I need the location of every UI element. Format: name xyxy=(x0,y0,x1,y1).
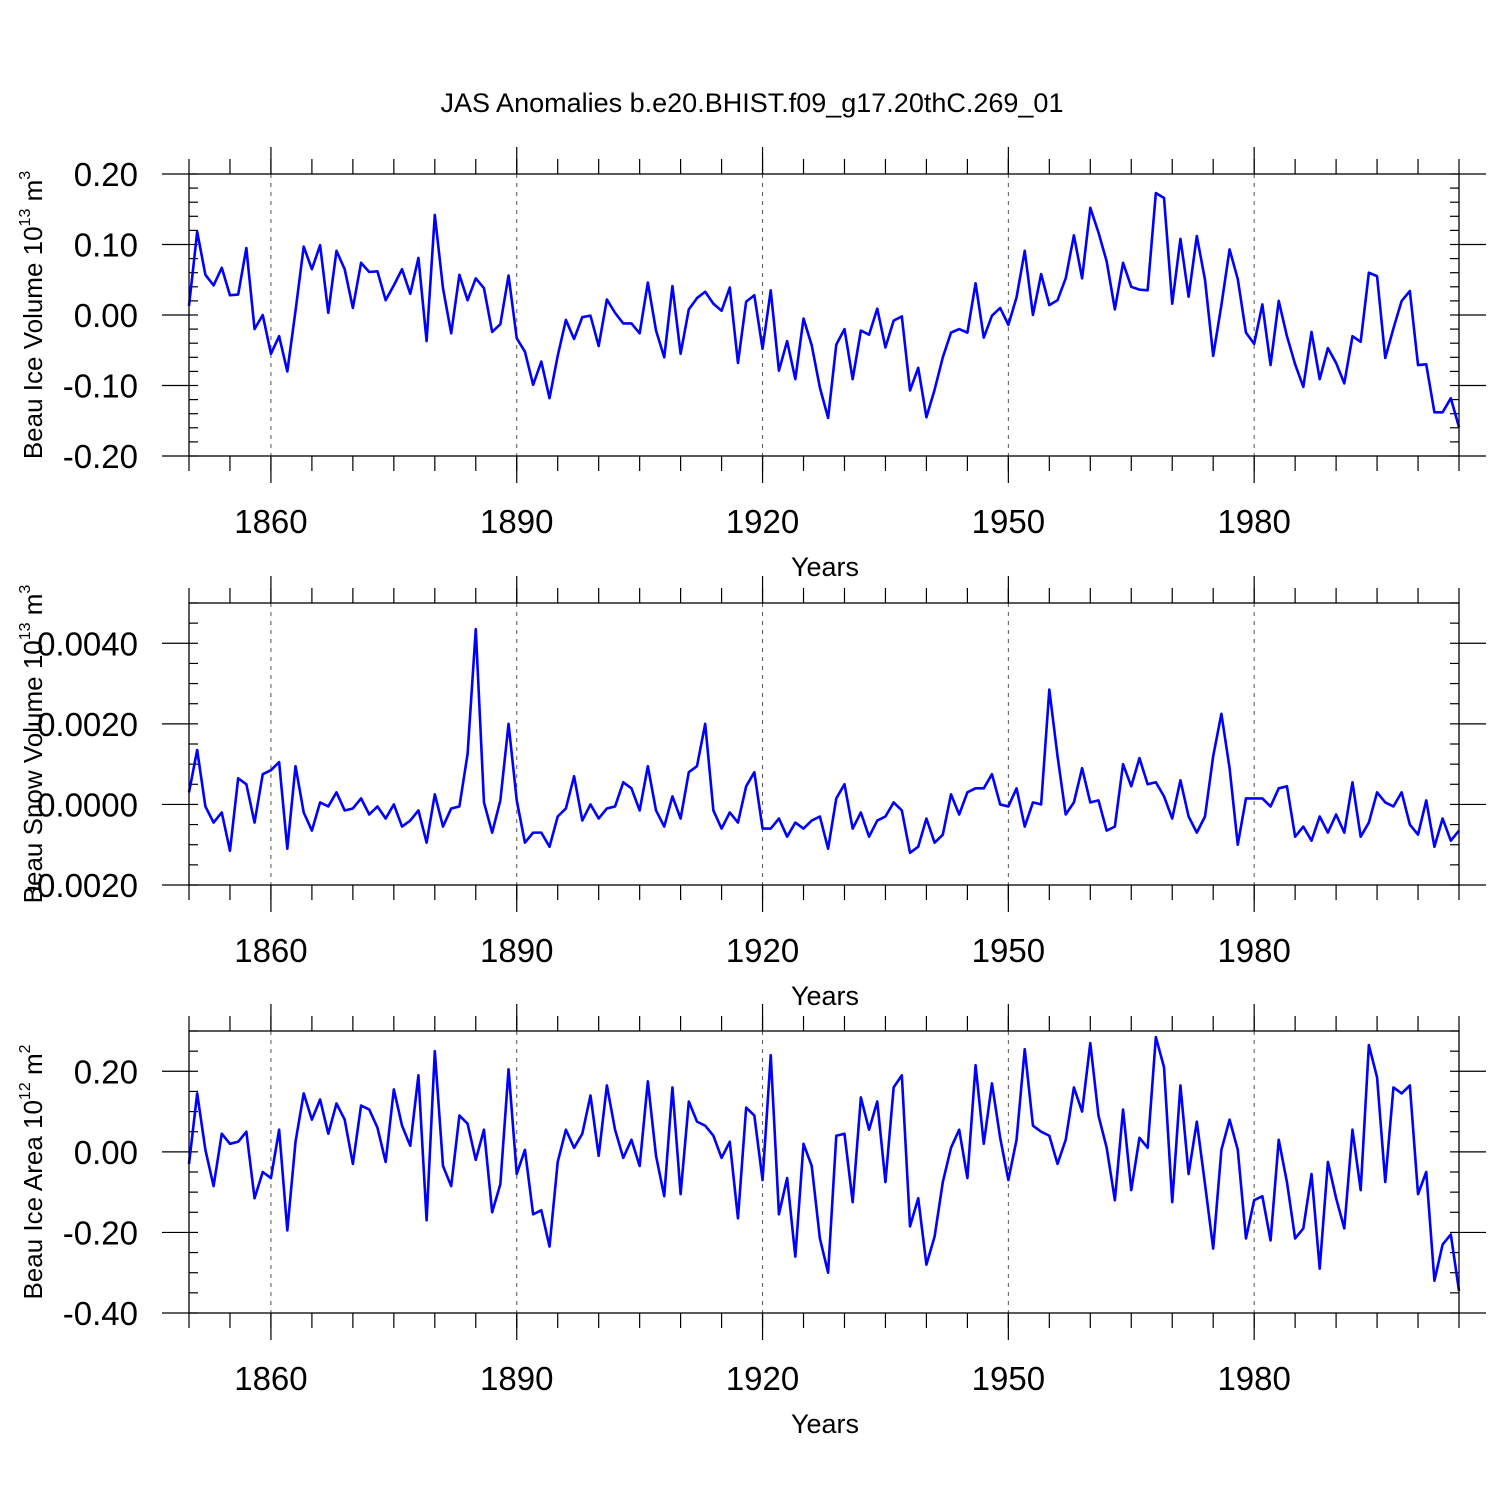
panel-2: -0.0020 0.0000 0.0020 0.0040 1860 1890 1920 195… xyxy=(17,576,1486,1011)
y-axis-label-main: Beau Ice Area 10 xyxy=(18,1100,48,1299)
xtick-label: 1980 xyxy=(1217,1360,1290,1397)
xtick-label: 1980 xyxy=(1217,932,1290,969)
x-axis-label: Years xyxy=(791,981,859,1011)
ytick-label: 0.00 xyxy=(74,297,138,334)
xtick-label: 1950 xyxy=(972,503,1045,540)
xtick-label: 1980 xyxy=(1217,503,1290,540)
plot-frame xyxy=(188,602,1460,886)
y-axis-label-unit: m xyxy=(18,180,48,209)
y-axis-label-unit-exponent: 3 xyxy=(17,171,34,180)
series-line-1 xyxy=(187,191,1461,428)
series-line-2 xyxy=(187,627,1461,855)
ytick-label: -0.10 xyxy=(63,368,138,405)
y-axis-label-exponent: 13 xyxy=(17,622,34,640)
xtick-label: 1860 xyxy=(234,503,307,540)
xtick-label: 1950 xyxy=(972,1360,1045,1397)
xtick-label: 1920 xyxy=(726,503,799,540)
series-line-3 xyxy=(187,1035,1461,1292)
panel-1: -0.20 -0.10 0.00 0.10 0.20 1860 1890 1920 1950 19… xyxy=(17,147,1486,582)
y-axis-label-unit: m xyxy=(18,1053,48,1082)
chart-panels: -0.20 -0.10 0.00 0.10 0.20 1860 1890 1920 1950 19… xyxy=(17,147,1486,1439)
y-axis-label-main: Beau Ice Volume 10 xyxy=(18,226,48,459)
ytick-label: 0.10 xyxy=(74,227,138,264)
chart-title: JAS Anomalies b.e20.BHIST.f09_g17.20thC.… xyxy=(441,88,1064,118)
ytick-label: 0.0020 xyxy=(37,706,138,743)
ytick-label: -0.20 xyxy=(63,438,138,475)
ytick-label: -0.0020 xyxy=(26,867,138,904)
xtick-label: 1860 xyxy=(234,1360,307,1397)
y-axis-label-main: Beau Snow Volume 10 xyxy=(18,640,48,903)
ytick-label: 0.0040 xyxy=(37,625,138,662)
xtick-label: 1920 xyxy=(726,932,799,969)
ytick-label: 0.00 xyxy=(74,1134,138,1171)
x-axis-label: Years xyxy=(791,1409,859,1439)
ytick-label: 0.20 xyxy=(74,156,138,193)
y-axis-label-exponent: 12 xyxy=(17,1082,34,1100)
xtick-label: 1860 xyxy=(234,932,307,969)
y-axis-label-unit: m xyxy=(18,594,48,623)
panel-3: -0.40 -0.20 0.00 0.20 1860 1890 1920 1950 1980 Ye… xyxy=(17,1004,1486,1439)
y-axis-label-unit-exponent: 2 xyxy=(17,1044,34,1053)
xtick-label: 1890 xyxy=(480,503,553,540)
ytick-label: 0.20 xyxy=(74,1053,138,1090)
ytick-label: -0.20 xyxy=(63,1214,138,1251)
y-axis-label-unit-exponent: 3 xyxy=(17,585,34,594)
plot-frame xyxy=(188,173,1460,457)
xtick-label: 1950 xyxy=(972,932,1045,969)
y-axis-label: Beau Snow Volume 1013 m3 xyxy=(17,585,48,904)
x-axis-label: Years xyxy=(791,552,859,582)
plot-frame xyxy=(188,1030,1460,1314)
xtick-label: 1890 xyxy=(480,932,553,969)
y-axis-label: Beau Ice Volume 1013 m3 xyxy=(17,171,48,459)
xtick-label: 1920 xyxy=(726,1360,799,1397)
ytick-label: 0.0000 xyxy=(37,786,138,823)
y-axis-label-exponent: 13 xyxy=(17,209,34,227)
ytick-label: -0.40 xyxy=(63,1295,138,1332)
y-axis-label: Beau Ice Area 1012 m2 xyxy=(17,1044,48,1299)
xtick-label: 1890 xyxy=(480,1360,553,1397)
